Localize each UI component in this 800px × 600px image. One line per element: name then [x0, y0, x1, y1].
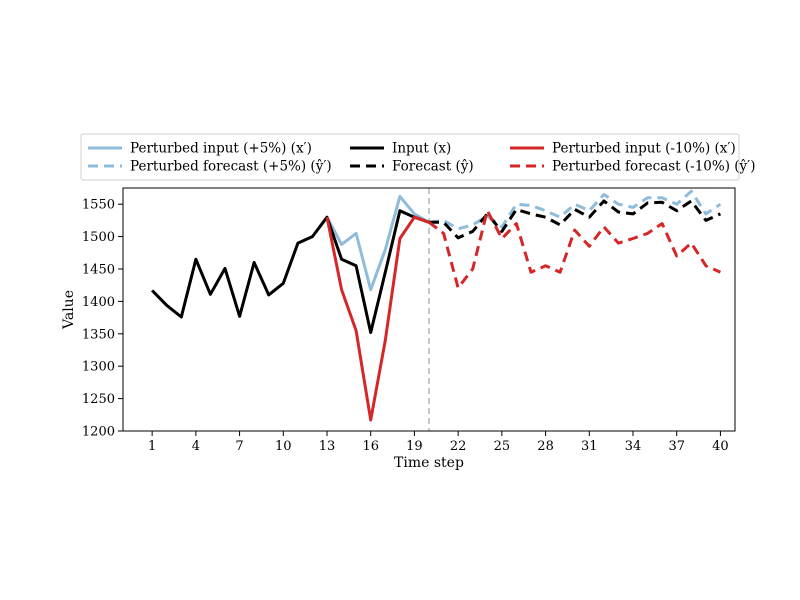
x-axis: 1 4 7 10 13 16 19 22 25 28 31 34 37 40 [148, 431, 729, 454]
y-tick-label: 1200 [82, 425, 115, 440]
y-tick-label: 1250 [82, 392, 115, 407]
legend: Perturbed input (+5%) (x′) Perturbed fore… [80, 133, 756, 181]
x-tick-label: 22 [450, 439, 467, 454]
x-tick-label: 7 [235, 439, 243, 454]
y-tick-label: 1300 [82, 360, 115, 375]
series-line-6 [428, 209, 722, 290]
legend-label-4: Forecast (ŷ) [392, 159, 474, 175]
x-tick-label: 13 [319, 439, 336, 454]
series-line-4 [429, 199, 722, 240]
x-tick-label: 4 [192, 439, 200, 454]
legend-label-3: Input (x) [392, 141, 451, 157]
x-tick-label: 10 [275, 439, 292, 454]
series-line-1 [325, 194, 430, 292]
y-tick-label: 1400 [82, 295, 115, 310]
series-line-5 [325, 215, 430, 422]
series-line-3 [151, 209, 430, 334]
x-tick-label: 28 [537, 439, 554, 454]
y-axis: 1200 1250 1300 1350 1400 1450 1500 1550 [82, 198, 123, 440]
series-layer [151, 189, 722, 422]
y-tick-label: 1350 [82, 327, 115, 342]
legend-label-1: Perturbed input (+5%) (x′) [130, 141, 312, 157]
legend-label-5: Perturbed input (-10%) (x′) [552, 141, 736, 157]
legend-label-2: Perturbed forecast (+5%) (ŷ′) [130, 159, 332, 175]
x-tick-label: 19 [406, 439, 423, 454]
axes-frame [122, 187, 736, 432]
legend-frame [80, 133, 740, 181]
y-tick-label: 1500 [82, 230, 115, 245]
x-tick-label: 40 [712, 439, 729, 454]
x-tick-label: 37 [668, 439, 685, 454]
x-axis-title: Time step [394, 455, 464, 471]
x-tick-label: 16 [362, 439, 379, 454]
plot-area: 1 4 7 10 13 16 19 22 25 28 31 34 37 40 1200 1250 1300 13… [82, 187, 736, 454]
y-tick-label: 1550 [82, 198, 115, 213]
legend-label-6: Perturbed forecast (-10%) (ŷ′) [552, 159, 756, 175]
x-tick-label: 1 [148, 439, 156, 454]
x-tick-label: 31 [581, 439, 598, 454]
x-tick-label: 25 [494, 439, 511, 454]
y-tick-label: 1450 [82, 263, 115, 278]
y-axis-title: Value [61, 290, 77, 330]
series-line-2 [428, 189, 722, 231]
x-tick-label: 34 [625, 439, 642, 454]
